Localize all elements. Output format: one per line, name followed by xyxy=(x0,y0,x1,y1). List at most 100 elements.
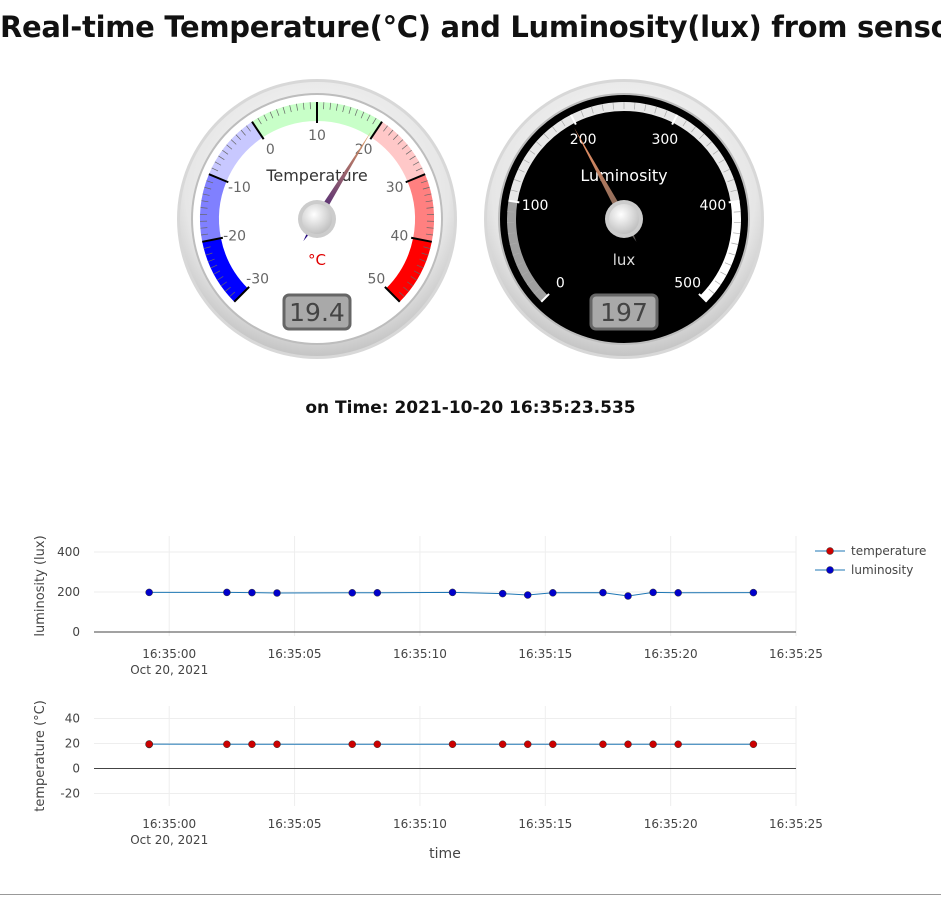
plot-temperature-point-temperature xyxy=(599,740,607,748)
luminosity-gauge-minor-tick xyxy=(733,232,741,235)
luminosity-gauge-minor-tick xyxy=(712,149,719,155)
temperature-gauge-band-1 xyxy=(200,174,227,242)
temperature-gauge-minor-tick xyxy=(222,149,229,155)
plot-temperature-x-date-label: Oct 20, 2021 xyxy=(130,833,208,847)
temperature-gauge-minor-tick xyxy=(425,200,433,203)
luminosity-gauge-tick-label: 100 xyxy=(522,198,549,214)
plot-luminosity-point-luminosity xyxy=(599,588,607,597)
temperature-gauge-minor-tick xyxy=(202,193,210,196)
plot-temperature-point-temperature xyxy=(674,740,682,748)
temperature-gauge-minor-tick xyxy=(366,114,371,122)
plot-temperature-x-tick-label: 16:35:15 xyxy=(518,817,572,831)
plot-luminosity-point-luminosity xyxy=(248,588,256,597)
luminosity-gauge-minor-tick xyxy=(516,262,524,266)
temperature-gauge-value: 19.4 xyxy=(289,298,345,327)
temperature-gauge-minor-tick xyxy=(409,155,416,160)
temperature-gauge-minor-tick xyxy=(360,111,365,119)
temperature-gauge-minor-tick xyxy=(397,139,404,145)
plot-temperature-point-temperature xyxy=(649,740,657,748)
temperature-gauge-minor-tick xyxy=(426,207,434,209)
temperature-gauge-minor-tick xyxy=(412,161,420,166)
time-series-plot[interactable]: 16:35:00 16:35:05 16:35:10 16:35:15 16:35:20… xyxy=(0,520,941,884)
legend-label-temperature: temperature xyxy=(851,544,926,558)
temperature-gauge-minor-tick xyxy=(201,233,209,236)
temperature-gauge-minor-tick xyxy=(421,252,429,256)
temperature-gauge-minor-tick xyxy=(416,264,424,269)
plot-luminosity-y-tick-label: 200 xyxy=(57,585,80,599)
temperature-gauge-minor-tick xyxy=(230,139,237,145)
luminosity-gauge-dial: 0 100 200 300 400 500 Luminosity lux 197 xyxy=(484,79,764,359)
plot-luminosity-point-luminosity xyxy=(523,591,532,599)
temperature-gauge-minor-tick xyxy=(383,125,388,132)
plot-temperature-point-temperature xyxy=(549,740,557,748)
luminosity-gauge-minor-tick xyxy=(543,133,549,140)
plot-temperature-point-temperature xyxy=(749,740,758,748)
plot-temperature-x-tick-label: 16:35:25 xyxy=(769,817,823,831)
legend-marker-luminosity xyxy=(826,566,834,574)
plot-luminosity-y-axis-title: luminosity (lux) xyxy=(33,535,48,636)
temperature-gauge-minor-tick xyxy=(422,186,430,190)
plot-temperature-point-temperature xyxy=(145,740,153,748)
temperature-gauge-minor-tick xyxy=(220,281,227,287)
plot-luminosity-point-luminosity xyxy=(273,589,281,597)
legend-label-luminosity: luminosity xyxy=(851,563,913,577)
plot-temperature-point-temperature xyxy=(248,740,256,748)
luminosity-gauge-tick-label: 300 xyxy=(651,132,678,148)
plot-luminosity-point-luminosity xyxy=(223,588,231,597)
plot-temperature-point-temperature xyxy=(498,740,507,748)
luminosity-gauge-value-box xyxy=(589,293,659,331)
luminosity-gauge-minor-tick xyxy=(580,110,584,117)
temperature-gauge-minor-tick xyxy=(410,276,417,281)
luminosity-gauge-major-tick xyxy=(540,293,550,303)
temperature-gauge-minor-tick xyxy=(246,125,251,132)
luminosity-gauge-minor-tick xyxy=(699,133,705,140)
luminosity-gauge-minor-tick xyxy=(536,141,542,147)
luminosity-gauge-minor-tick xyxy=(523,159,530,164)
temperature-gauge-minor-tick xyxy=(200,227,208,229)
luminosity-gauge-band-2 xyxy=(700,200,741,302)
plot-temperature-point-temperature xyxy=(448,740,457,748)
luminosity-gauge-minor-tick xyxy=(706,141,712,147)
luminosity-gauge-minor-tick xyxy=(552,126,557,133)
temperature-gauge-minor-tick xyxy=(218,155,225,160)
plot-luminosity-point-luminosity xyxy=(373,589,382,597)
plot-luminosity-point-luminosity xyxy=(145,588,153,597)
temperature-gauge-minor-tick xyxy=(211,167,219,172)
temperature-gauge-minor-tick xyxy=(235,134,242,140)
plot-luminosity-x-tick-label: 16:35:05 xyxy=(268,647,322,661)
luminosity-gauge-minor-tick xyxy=(720,271,727,276)
temperature-gauge-minor-tick xyxy=(302,102,305,110)
temperature-gauge-minor-tick xyxy=(205,252,213,256)
plot-luminosity-point-luminosity xyxy=(674,589,682,597)
luminosity-gauge-major-tick xyxy=(728,199,740,204)
plot-luminosity-point-luminosity xyxy=(448,588,457,597)
temperature-gauge-tick-label: 10 xyxy=(308,128,326,144)
plot-temperature-point-temperature xyxy=(373,740,382,748)
temperature-gauge-value-box xyxy=(282,293,352,331)
plot-temperature-x-axis-title: time xyxy=(429,846,461,862)
temperature-gauge-major-tick xyxy=(233,286,250,303)
last-update-time: on Time: 2021-10-20 16:35:23.535 xyxy=(305,398,636,418)
plot-temperature-y-tick-label: 0 xyxy=(72,762,80,776)
luminosity-gauge-minor-tick xyxy=(664,110,668,117)
luminosity-gauge-band-1 xyxy=(508,101,740,203)
temperature-gauge-band-5 xyxy=(407,174,435,242)
luminosity-gauge-minor-tick xyxy=(591,106,594,114)
temperature-gauge-minor-tick xyxy=(348,106,352,114)
temperature-gauge-minor-tick xyxy=(276,109,280,116)
luminosity-gauge-minor-tick xyxy=(708,288,715,294)
plot-temperature-point-temperature xyxy=(348,740,356,748)
time-series-plot-area[interactable]: 16:35:00 16:35:05 16:35:10 16:35:15 16:35:20… xyxy=(0,520,941,880)
temperature-gauge-minor-tick xyxy=(342,105,345,113)
temperature-gauge-band-4 xyxy=(371,121,426,182)
luminosity-gauge-value: 197 xyxy=(600,298,648,327)
temperature-gauge-minor-tick xyxy=(424,193,432,196)
temperature-gauge-minor-tick xyxy=(226,144,233,150)
temperature-gauge-major-tick xyxy=(405,173,426,184)
temperature-gauge-band-6 xyxy=(386,238,432,302)
luminosity-gauge-major-tick xyxy=(698,293,708,303)
plot-luminosity-x-tick-label: 16:35:25 xyxy=(769,647,823,661)
temperature-gauge-minor-tick xyxy=(263,114,268,122)
temperature-gauge-minor-tick xyxy=(398,291,405,297)
luminosity-gauge-minor-tick xyxy=(529,149,536,155)
